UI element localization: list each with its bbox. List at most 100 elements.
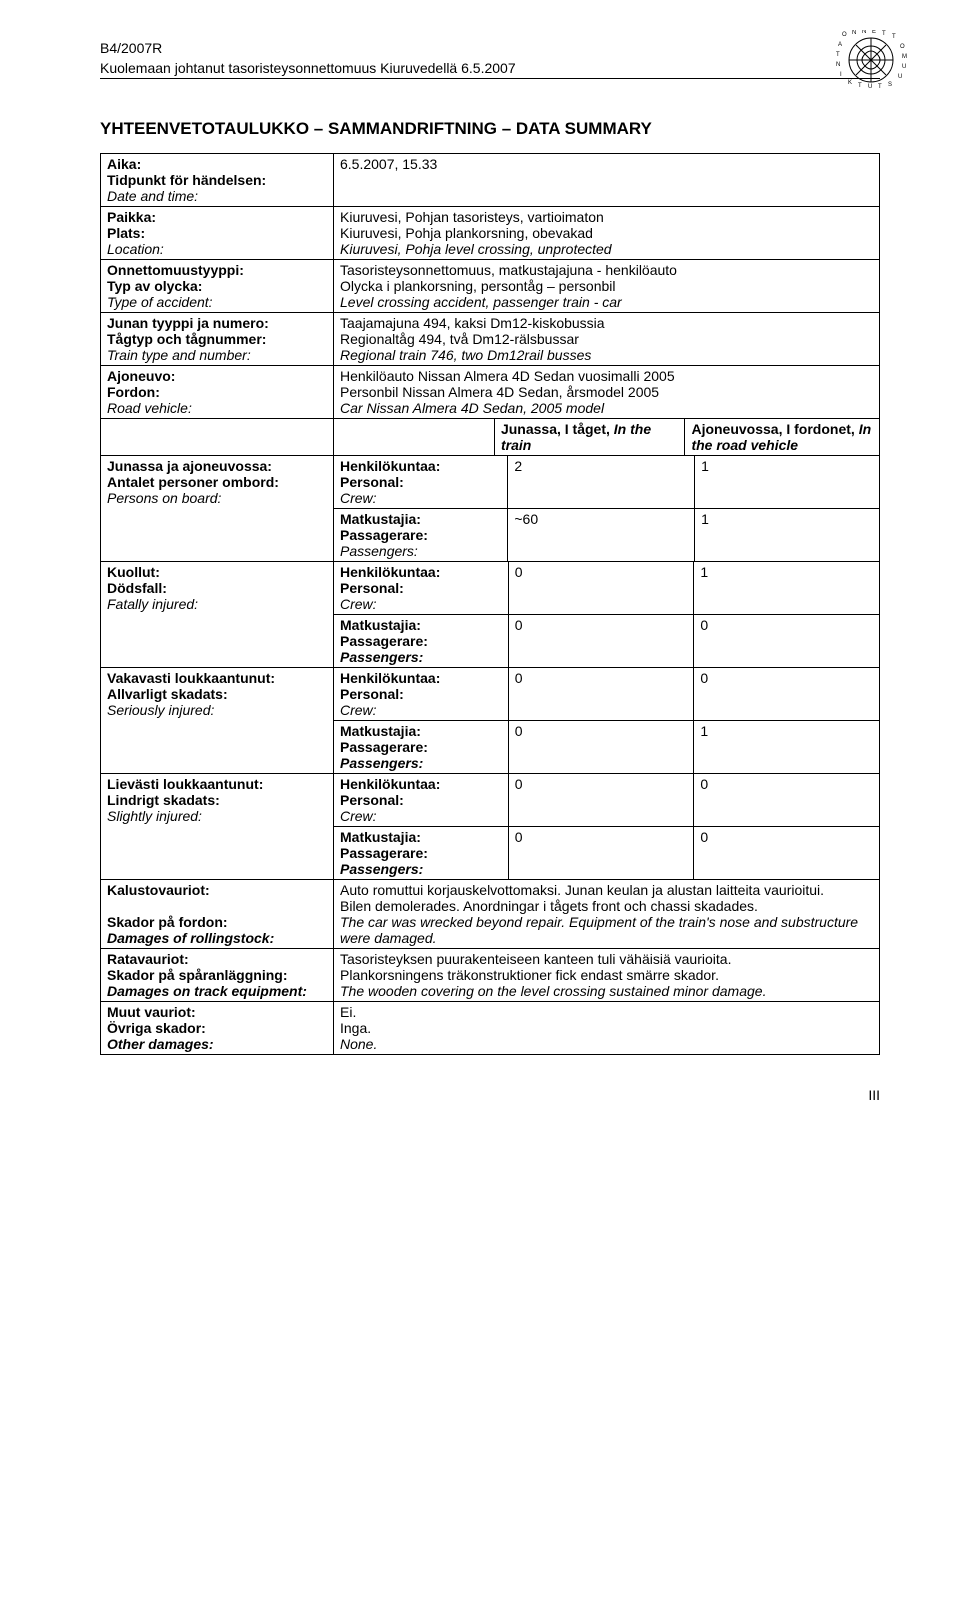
row-label: Other damages: [107, 1036, 214, 1052]
sub-label: Henkilökuntaa: [340, 564, 440, 580]
row-value: Taajamajuna 494, kaksi Dm12-kiskobussia [340, 315, 605, 331]
sub-label: Matkustajia: [340, 511, 421, 527]
row-value: Inga. [340, 1020, 371, 1036]
row-label: Fordon: [107, 384, 160, 400]
row-value: Olycka i plankorsning, persontåg – perso… [340, 278, 616, 294]
sub-label: Personal: [340, 580, 404, 596]
svg-text:A: A [838, 42, 842, 48]
cell-value: ~60 [514, 511, 538, 527]
seal-icon: ONNETT OMUU STUT KINTA [832, 30, 910, 90]
svg-text:N: N [836, 62, 840, 68]
row-label: Location: [107, 241, 164, 257]
row-label: Antalet personer ombord: [107, 474, 279, 490]
row-label: Persons on board: [107, 490, 221, 506]
row-label: Train type and number: [107, 347, 251, 363]
svg-text:T: T [892, 34, 896, 40]
sub-label: Matkustajia: [340, 617, 421, 633]
sub-label: Crew: [340, 702, 377, 718]
cell-value: 0 [700, 829, 708, 845]
sub-label: Passengers: [340, 543, 418, 559]
col-header: Junassa, I tåget, [501, 421, 610, 437]
table-row: Muut vauriot: Övriga skador: Other damag… [101, 1002, 880, 1055]
svg-text:N: N [852, 30, 856, 36]
row-value: Ei. [340, 1004, 356, 1020]
row-label: Lindrigt skadats: [107, 792, 220, 808]
row-label: Ratavauriot: [107, 951, 189, 967]
table-row: Junan tyyppi ja numero: Tågtyp och tågnu… [101, 313, 880, 366]
row-label: Kuollut: [107, 564, 160, 580]
row-value: The wooden covering on the level crossin… [340, 983, 766, 999]
sub-label: Matkustajia: [340, 723, 421, 739]
row-value: Henkilöauto Nissan Almera 4D Sedan vuosi… [340, 368, 675, 384]
doc-id: B4/2007R [100, 40, 162, 56]
row-label: Muut vauriot: [107, 1004, 196, 1020]
row-value: The car was wrecked beyond repair. Equip… [340, 914, 858, 946]
page-title: YHTEENVETOTAULUKKO – SAMMANDRIFTNING – D… [100, 119, 880, 139]
sub-label: Personal: [340, 474, 404, 490]
svg-text:O: O [900, 44, 905, 50]
table-row: Lievästi loukkaantunut: Lindrigt skadats… [101, 774, 880, 880]
sub-label: Crew: [340, 808, 377, 824]
table-row: Kalustovauriot: Skador på fordon: Damage… [101, 880, 880, 949]
row-label: Junan tyyppi ja numero: [107, 315, 269, 331]
sub-label: Crew: [340, 490, 377, 506]
row-label: Plats: [107, 225, 145, 241]
row-value: Regionaltåg 494, två Dm12-rälsbussar [340, 331, 579, 347]
row-value: None. [340, 1036, 377, 1052]
svg-text:S: S [888, 82, 892, 88]
table-row: Vakavasti loukkaantunut: Allvarligt skad… [101, 668, 880, 774]
row-label: Allvarligt skadats: [107, 686, 228, 702]
table-row: Onnettomuustyyppi: Typ av olycka: Type o… [101, 260, 880, 313]
table-row: Junassa, I tåget, In the train Ajoneuvos… [101, 419, 880, 456]
page-number: III [100, 1087, 880, 1103]
row-label: Damages of rollingstock: [107, 930, 274, 946]
row-label: Road vehicle: [107, 400, 192, 416]
row-label: Kalustovauriot: [107, 882, 210, 898]
cell-value: 0 [515, 670, 523, 686]
row-label: Damages on track equipment: [107, 983, 307, 999]
row-label: Seriously injured: [107, 702, 214, 718]
svg-text:K: K [848, 80, 852, 86]
row-label: Lievästi loukkaantunut: [107, 776, 263, 792]
sub-label: Passengers: [340, 861, 423, 877]
row-value: Bilen demolerades. Anordningar i tågets … [340, 898, 758, 914]
sub-label: Personal: [340, 792, 404, 808]
svg-text:U: U [868, 84, 872, 90]
svg-text:U: U [902, 64, 906, 70]
svg-text:O: O [842, 32, 847, 38]
cell-value: 0 [515, 723, 523, 739]
row-label: Slightly injured: [107, 808, 202, 824]
row-label: Type of accident: [107, 294, 213, 310]
row-label: Aika: [107, 156, 141, 172]
sub-label: Passagerare: [340, 527, 428, 543]
cell-value: 0 [515, 617, 523, 633]
cell-value: 0 [700, 617, 708, 633]
sub-label: Passengers: [340, 649, 423, 665]
sub-label: Personal: [340, 686, 404, 702]
col-header: Ajoneuvossa, I fordonet, [691, 421, 854, 437]
row-value: Car Nissan Almera 4D Sedan, 2005 model [340, 400, 604, 416]
header-row: B4/2007R [100, 40, 880, 56]
sub-label: Passagerare: [340, 633, 428, 649]
row-label: Fatally injured: [107, 596, 198, 612]
page-container: ONNETT OMUU STUT KINTA B4/2007R Kuolemaa… [0, 0, 960, 1143]
cell-value: 0 [700, 776, 708, 792]
sub-label: Crew: [340, 596, 377, 612]
header-underline [100, 78, 880, 79]
svg-text:N: N [862, 30, 866, 35]
row-value: Tasoristeysonnettomuus, matkustajajuna -… [340, 262, 677, 278]
row-value: Level crossing accident, passenger train… [340, 294, 622, 310]
svg-text:T: T [878, 84, 882, 90]
row-value: Regional train 746, two Dm12rail busses [340, 347, 591, 363]
cell-value: 0 [515, 564, 523, 580]
row-value: Auto romuttui korjauskelvottomaksi. Juna… [340, 882, 824, 898]
row-label: Ajoneuvo: [107, 368, 175, 384]
svg-text:M: M [902, 54, 907, 60]
row-label: Typ av olycka: [107, 278, 202, 294]
row-label: Skador på fordon: [107, 914, 228, 930]
cell-value: 0 [515, 829, 523, 845]
sub-label: Henkilökuntaa: [340, 670, 440, 686]
table-row: Ajoneuvo: Fordon: Road vehicle: Henkilöa… [101, 366, 880, 419]
table-row: Aika: Tidpunkt för händelsen: Date and t… [101, 154, 880, 207]
row-label: Vakavasti loukkaantunut: [107, 670, 275, 686]
